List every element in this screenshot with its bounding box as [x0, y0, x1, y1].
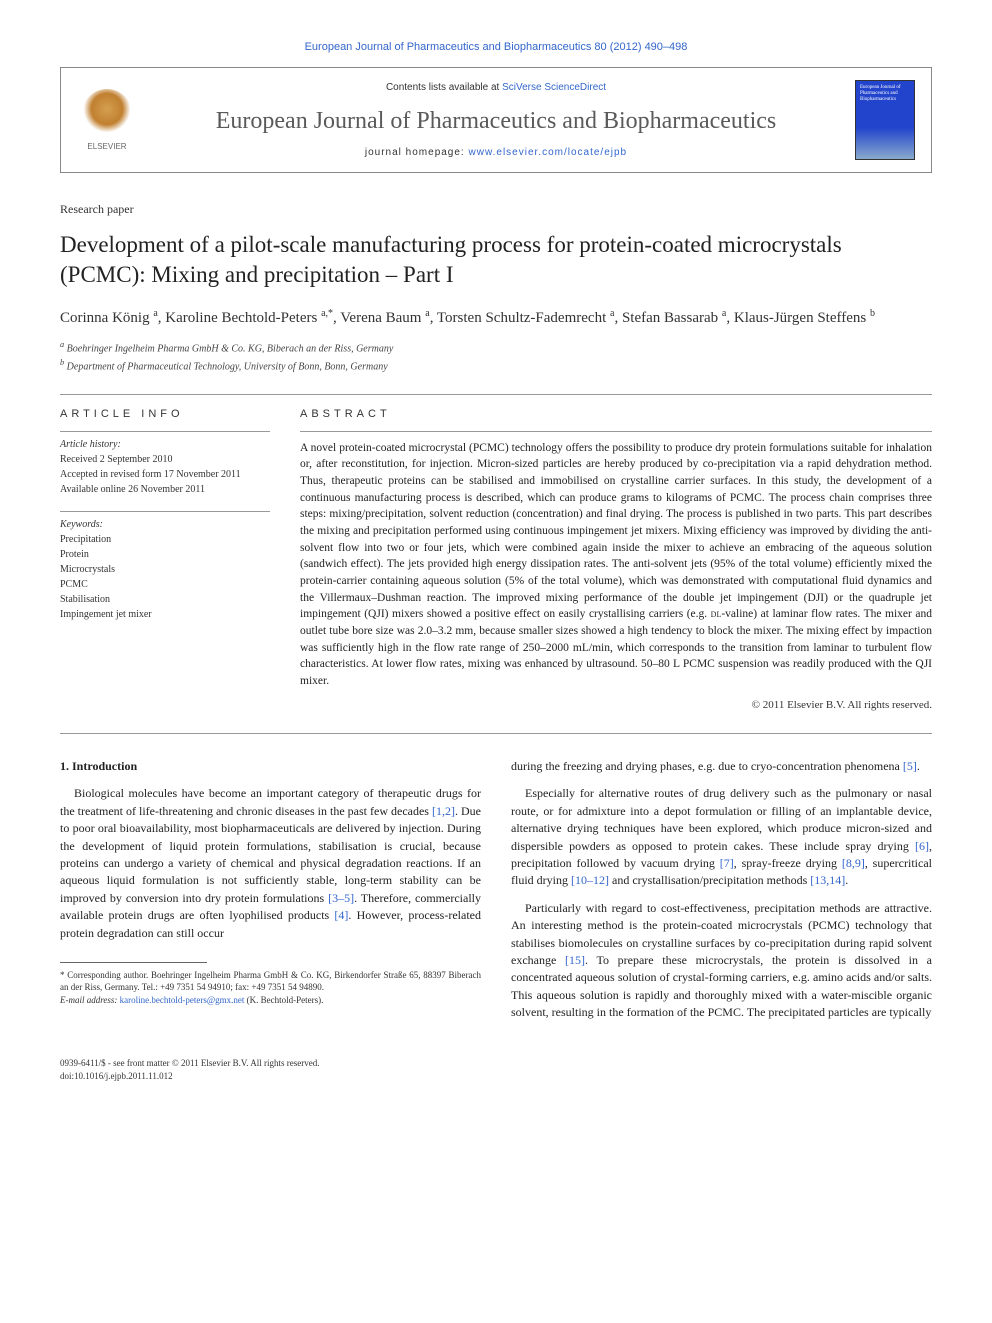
body-columns: 1. Introduction Biological molecules hav… — [60, 758, 932, 1031]
abstract-column: ABSTRACT A novel protein-coated microcry… — [300, 407, 932, 713]
accepted-date: Accepted in revised form 17 November 201… — [60, 467, 270, 482]
online-date: Available online 26 November 2011 — [60, 482, 270, 497]
email-suffix: (K. Bechtold-Peters). — [244, 995, 323, 1005]
keywords-block: Keywords: PrecipitationProteinMicrocryst… — [60, 511, 270, 622]
authors-list: Corinna König a, Karoline Bechtold-Peter… — [60, 306, 932, 330]
contents-line: Contents lists available at SciVerse Sci… — [153, 81, 839, 95]
front-matter-line: 0939-6411/$ - see front matter © 2011 El… — [60, 1057, 932, 1070]
journal-name: European Journal of Pharmaceutics and Bi… — [153, 105, 839, 139]
elsevier-logo: ELSEVIER — [77, 85, 137, 155]
intro-paragraph-4: Particularly with regard to cost-effecti… — [511, 900, 932, 1022]
keywords-label: Keywords: — [60, 518, 270, 532]
paper-type: Research paper — [60, 201, 932, 218]
section-heading-intro: 1. Introduction — [60, 758, 481, 775]
divider — [60, 394, 932, 395]
journal-cover-thumbnail: European Journal of Pharmaceutics and Bi… — [855, 80, 915, 160]
article-info-heading: ARTICLE INFO — [60, 407, 270, 422]
abstract-heading: ABSTRACT — [300, 407, 932, 422]
email-link[interactable]: karoline.bechtold-peters@gmx.net — [120, 995, 245, 1005]
elsevier-tree-icon — [82, 89, 132, 139]
journal-homepage-line: journal homepage: www.elsevier.com/locat… — [153, 146, 839, 160]
corresponding-footnote: * Corresponding author. Boehringer Ingel… — [60, 969, 481, 994]
received-date: Received 2 September 2010 — [60, 452, 270, 467]
abstract-copyright: © 2011 Elsevier B.V. All rights reserved… — [300, 698, 932, 713]
homepage-prefix: journal homepage: — [365, 147, 469, 158]
intro-paragraph-3: Especially for alternative routes of dru… — [511, 785, 932, 889]
top-citation-link[interactable]: European Journal of Pharmaceutics and Bi… — [60, 40, 932, 55]
intro-paragraph-1: Biological molecules have become an impo… — [60, 785, 481, 942]
email-label: E-mail address: — [60, 995, 120, 1005]
contents-prefix: Contents lists available at — [386, 82, 502, 93]
affiliation-a: a Boehringer Ingelheim Pharma GmbH & Co.… — [60, 339, 932, 356]
article-history-block: Article history: Received 2 September 20… — [60, 431, 270, 497]
keywords-list: PrecipitationProteinMicrocrystalsPCMCSta… — [60, 532, 270, 622]
email-footnote: E-mail address: karoline.bechtold-peters… — [60, 994, 481, 1007]
journal-cover-text: European Journal of Pharmaceutics and Bi… — [856, 81, 914, 107]
history-label: Article history: — [60, 438, 270, 452]
article-title: Development of a pilot-scale manufacturi… — [60, 230, 932, 290]
elsevier-label: ELSEVIER — [87, 141, 126, 152]
journal-header-box: ELSEVIER Contents lists available at Sci… — [60, 67, 932, 173]
body-column-left: 1. Introduction Biological molecules hav… — [60, 758, 481, 1031]
affiliations: a Boehringer Ingelheim Pharma GmbH & Co.… — [60, 339, 932, 374]
affiliation-b: b Department of Pharmaceutical Technolog… — [60, 357, 932, 374]
article-info-column: ARTICLE INFO Article history: Received 2… — [60, 407, 270, 713]
header-center: Contents lists available at SciVerse Sci… — [153, 81, 839, 161]
info-abstract-row: ARTICLE INFO Article history: Received 2… — [60, 407, 932, 713]
abstract-text: A novel protein-coated microcrystal (PCM… — [300, 431, 932, 690]
bottom-info: 0939-6411/$ - see front matter © 2011 El… — [60, 1057, 932, 1082]
homepage-url[interactable]: www.elsevier.com/locate/ejpb — [469, 147, 628, 158]
body-column-right: during the freezing and drying phases, e… — [511, 758, 932, 1031]
doi-line: doi:10.1016/j.ejpb.2011.11.012 — [60, 1070, 932, 1083]
sciencedirect-link[interactable]: SciVerse ScienceDirect — [502, 82, 606, 93]
divider — [60, 733, 932, 734]
intro-paragraph-2: during the freezing and drying phases, e… — [511, 758, 932, 775]
footnote-divider — [60, 962, 207, 963]
